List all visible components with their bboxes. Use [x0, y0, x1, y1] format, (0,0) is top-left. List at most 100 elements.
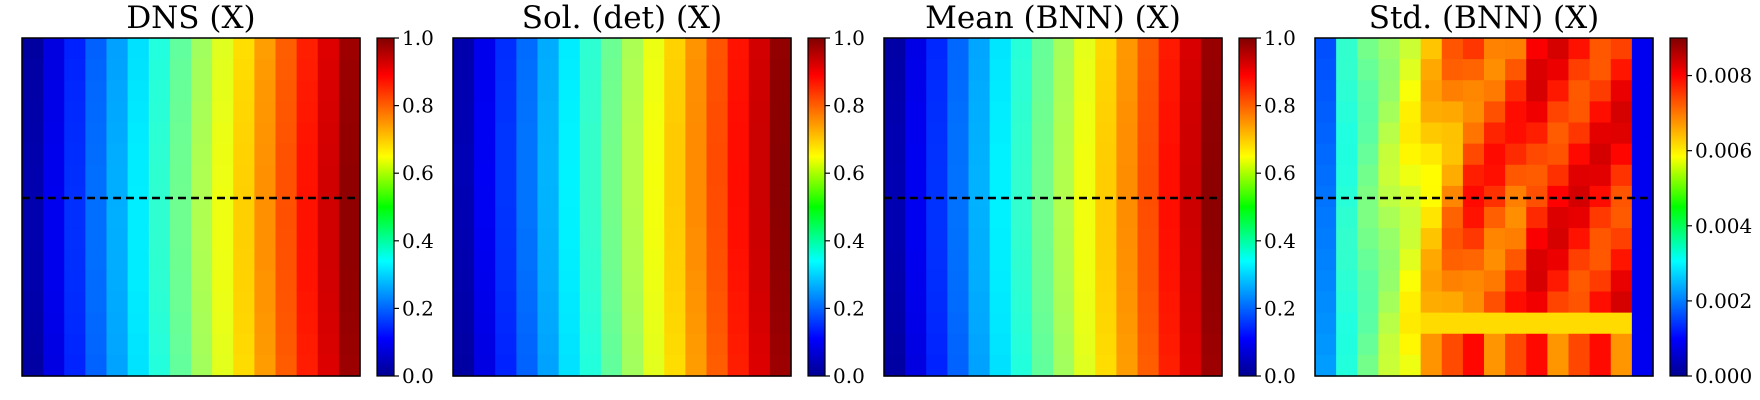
- heatmap-cell: [769, 101, 792, 124]
- heatmap-cell: [1053, 164, 1075, 187]
- heatmap-cell: [1336, 228, 1358, 250]
- heatmap-cell: [685, 291, 708, 314]
- heatmap-cell: [1378, 333, 1401, 356]
- heatmap-cell: [558, 38, 581, 60]
- heatmap-cell: [968, 80, 991, 102]
- heatmap-cell: [106, 333, 129, 356]
- heatmap-cell: [1179, 207, 1202, 229]
- heatmap-cell: [1010, 270, 1033, 293]
- heatmap-cell: [537, 143, 560, 166]
- heatmap-cell: [905, 185, 927, 208]
- heatmap-cell: [926, 80, 948, 102]
- heatmap-cell: [989, 101, 1012, 124]
- heatmap-cell: [1357, 38, 1379, 60]
- heatmap-cell: [254, 38, 277, 60]
- heatmap-cell: [1631, 312, 1654, 335]
- heatmap-cell: [127, 38, 150, 60]
- heatmap-cell: [1399, 80, 1422, 102]
- heatmap-cell: [884, 80, 906, 102]
- heatmap-cell: [685, 270, 708, 293]
- heatmap-cell: [1200, 143, 1223, 166]
- heatmap-cell: [1200, 270, 1223, 293]
- colorbar-tick-label: 0.4: [1264, 229, 1296, 253]
- heatmap-cell: [706, 185, 729, 208]
- heatmap-cell: [1315, 101, 1337, 124]
- heatmap-cell: [474, 80, 496, 102]
- heatmap-cell: [1116, 185, 1139, 208]
- heatmap-cell: [1610, 312, 1633, 335]
- heatmap-cell: [1568, 80, 1591, 102]
- heatmap-cell: [1315, 122, 1337, 145]
- heatmap-cell: [453, 59, 475, 81]
- heatmap-cell: [1116, 59, 1139, 81]
- heatmap-cell: [884, 333, 906, 356]
- heatmap-cell: [537, 270, 560, 293]
- heatmap-cell: [1631, 59, 1654, 81]
- heatmap-cell: [1137, 291, 1160, 314]
- heatmap-cell: [338, 143, 361, 166]
- heatmap-cell: [212, 249, 234, 271]
- heatmap-cell: [884, 143, 906, 166]
- heatmap-cell: [106, 291, 129, 314]
- heatmap-cell: [1074, 228, 1096, 250]
- heatmap-cell: [1399, 122, 1422, 145]
- heatmap-cell: [558, 207, 581, 229]
- heatmap-cell: [989, 122, 1012, 145]
- heatmap-cell: [495, 122, 517, 145]
- heatmap-cell: [1420, 122, 1443, 145]
- heatmap-cell: [317, 270, 340, 293]
- heatmap-cell: [64, 143, 86, 166]
- heatmap-cell: [474, 333, 496, 356]
- heatmap-cell: [22, 312, 44, 335]
- heatmap-cell: [1505, 122, 1527, 145]
- heatmap-cell: [769, 80, 792, 102]
- heatmap-cell: [233, 228, 255, 250]
- colorbar-tick-label: 0.6: [402, 161, 434, 185]
- heatmap-cell: [947, 164, 970, 187]
- heatmap-cell: [558, 143, 581, 166]
- heatmap-cell: [769, 312, 792, 335]
- heatmap-cell: [22, 122, 44, 145]
- heatmap-cell: [1399, 333, 1422, 356]
- heatmap-cell: [1200, 354, 1223, 377]
- heatmap-cell: [769, 164, 792, 187]
- heatmap-cell: [1484, 207, 1506, 229]
- heatmap-cell: [947, 249, 970, 271]
- heatmap-cell: [1505, 207, 1527, 229]
- heatmap-cell: [905, 354, 927, 377]
- heatmap-cell: [516, 228, 539, 250]
- heatmap-cell: [1200, 80, 1223, 102]
- heatmap-cell: [43, 270, 65, 293]
- heatmap-cell: [296, 59, 319, 81]
- heatmap-cell: [1547, 354, 1570, 377]
- heatmap-cell: [1357, 291, 1379, 314]
- heatmap-cell: [947, 312, 970, 335]
- heatmap-cell: [1462, 312, 1485, 335]
- heatmap-cell: [1441, 333, 1464, 356]
- heatmap-cell: [453, 354, 475, 377]
- heatmap-cell: [1420, 312, 1443, 335]
- heatmap-cell: [884, 270, 906, 293]
- heatmap-cell: [706, 228, 729, 250]
- heatmap-cell: [1420, 101, 1443, 124]
- heatmap-cell: [537, 207, 560, 229]
- heatmap-cell: [516, 354, 539, 377]
- heatmap-cell: [1315, 59, 1337, 81]
- heatmap-cell: [600, 354, 623, 377]
- heatmap-cell: [296, 291, 319, 314]
- heatmap-cell: [1031, 207, 1054, 229]
- heatmap-cell: [254, 354, 277, 377]
- heatmap-cell: [1116, 249, 1139, 271]
- heatmap-cell: [537, 122, 560, 145]
- heatmap-cell: [516, 38, 539, 60]
- heatmap-cell: [748, 143, 771, 166]
- heatmap-cell: [85, 207, 108, 229]
- heatmap-cell: [1378, 122, 1401, 145]
- heatmap-cell: [338, 101, 361, 124]
- heatmap-cell: [769, 185, 792, 208]
- heatmap-cell: [1137, 164, 1160, 187]
- colorbar: 0.000 0.002 0.004 0.006 0.008: [1669, 37, 1752, 388]
- heatmap-cell: [191, 354, 213, 377]
- heatmap-cell: [579, 185, 602, 208]
- heatmap-cell: [968, 207, 991, 229]
